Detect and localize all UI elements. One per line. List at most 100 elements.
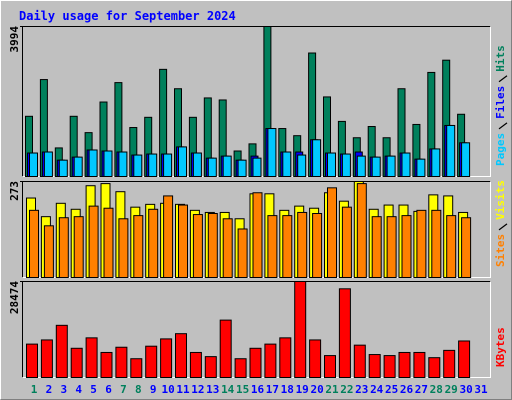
- legend-label: Hits: [494, 45, 507, 72]
- bar: [341, 206, 352, 279]
- bar: [398, 351, 411, 378]
- bar: [26, 343, 38, 379]
- bar: [103, 207, 114, 279]
- bar: [443, 349, 456, 379]
- bar: [386, 216, 397, 279]
- bar: [234, 358, 247, 378]
- bar: [327, 187, 337, 278]
- x-tick-label: 24: [370, 383, 384, 396]
- bar: [416, 209, 427, 278]
- bar: [371, 156, 381, 177]
- bar: [192, 152, 202, 178]
- y-tick-label: 273: [8, 181, 21, 201]
- bar: [163, 195, 174, 279]
- bar: [88, 205, 99, 278]
- bar: [267, 215, 278, 279]
- bar: [356, 183, 367, 278]
- bar: [282, 151, 292, 178]
- bar: [461, 217, 472, 279]
- x-tick-label: 25: [385, 383, 398, 396]
- bar: [29, 152, 38, 178]
- bar: [88, 149, 98, 178]
- bar: [341, 153, 351, 177]
- bar: [252, 157, 262, 177]
- bar: [40, 339, 53, 378]
- bar: [252, 192, 263, 278]
- legend-label: Files: [494, 86, 507, 119]
- x-tick-label: 23: [355, 383, 368, 396]
- bar: [338, 288, 351, 379]
- x-tick-label: 14: [221, 383, 235, 396]
- bar: [282, 215, 293, 279]
- bar: [133, 215, 144, 279]
- bar: [446, 215, 457, 279]
- bar: [178, 146, 187, 177]
- bar: [237, 159, 247, 177]
- legend-label: KBytes: [494, 327, 507, 367]
- legend-separator: [498, 122, 508, 130]
- bar: [175, 333, 187, 379]
- bar: [118, 218, 129, 278]
- bar: [160, 338, 173, 378]
- legend-separator: [498, 75, 508, 83]
- bar: [207, 157, 217, 177]
- bar: [294, 281, 307, 378]
- legend-separator: [498, 223, 508, 231]
- x-tick-label: 22: [340, 383, 353, 396]
- x-tick-label: 29: [445, 383, 458, 396]
- plot-border-dark: [22, 26, 491, 177]
- bar: [428, 357, 441, 379]
- bar: [43, 151, 53, 178]
- bar: [431, 209, 442, 278]
- bar: [324, 355, 336, 378]
- bar: [386, 155, 396, 177]
- bar: [458, 340, 471, 378]
- x-tick-label: 31: [474, 383, 488, 396]
- x-tick-label: 6: [105, 383, 112, 396]
- x-tick-label: 28: [430, 383, 443, 396]
- x-tick-label: 18: [281, 383, 294, 396]
- x-tick-label: 4: [75, 383, 82, 396]
- bar: [55, 324, 68, 378]
- bar: [279, 337, 292, 379]
- bar: [70, 347, 83, 379]
- bar: [189, 351, 202, 378]
- bar: [327, 152, 336, 178]
- chart-title: Daily usage for September 2024: [19, 9, 236, 23]
- bar: [100, 351, 113, 378]
- x-tick-label: 15: [236, 383, 249, 396]
- bar: [383, 355, 396, 378]
- x-tick-label: 20: [310, 383, 323, 396]
- x-tick-label: 1: [31, 383, 38, 396]
- bar: [73, 216, 84, 279]
- x-tick-label: 8: [135, 383, 142, 396]
- bar: [148, 153, 158, 177]
- legend-label: Sites: [494, 234, 507, 267]
- bar: [431, 148, 441, 178]
- bar: [416, 158, 426, 177]
- plot-border-dark: [22, 181, 491, 278]
- y-tick-label: 28474: [8, 281, 21, 314]
- bar: [58, 217, 69, 279]
- plot-border-dark: [22, 281, 491, 378]
- bar: [222, 218, 233, 278]
- x-tick-label: 19: [296, 383, 309, 396]
- x-tick-label: 30: [459, 383, 472, 396]
- x-tick-label: 21: [325, 383, 339, 396]
- bar: [133, 154, 143, 177]
- bar: [103, 150, 113, 178]
- bar: [163, 153, 173, 177]
- legend-label: Pages: [494, 133, 507, 166]
- x-tick-label: 5: [90, 383, 97, 396]
- bar: [249, 347, 262, 379]
- bar: [297, 211, 308, 278]
- bar: [264, 343, 277, 379]
- bar: [115, 346, 128, 379]
- bar: [130, 358, 143, 378]
- bar: [356, 155, 366, 177]
- x-tick-label: 16: [251, 383, 265, 396]
- bar: [353, 344, 366, 379]
